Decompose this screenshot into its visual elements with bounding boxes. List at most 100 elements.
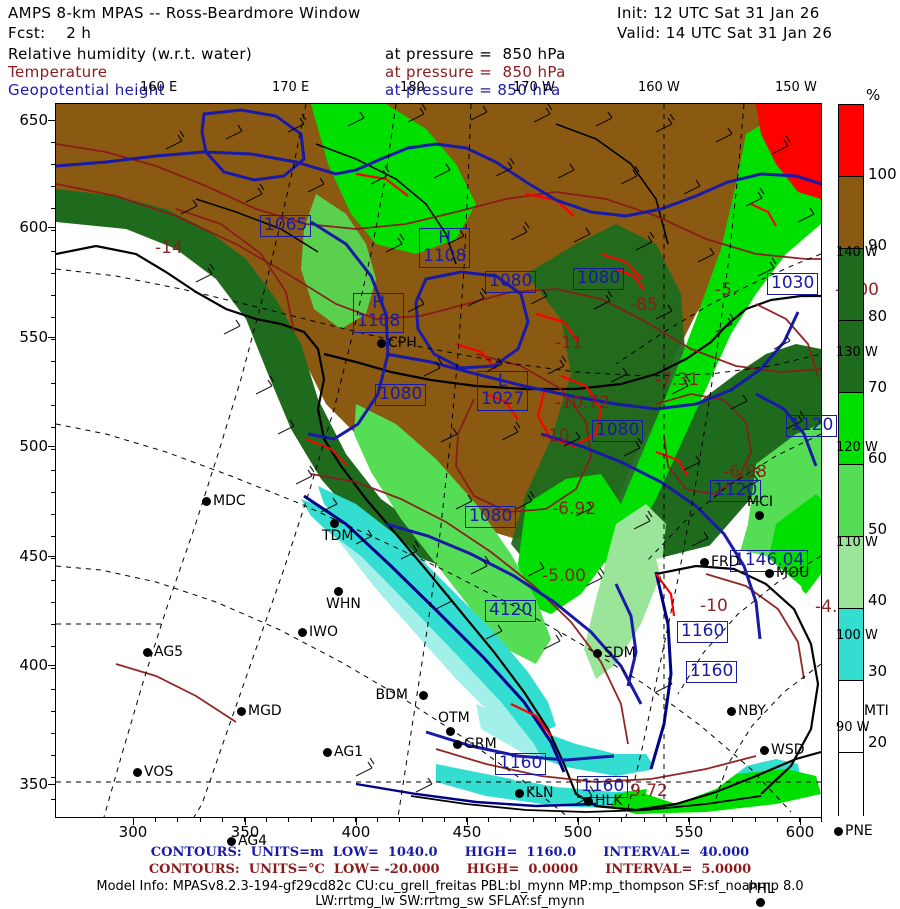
x-minor-tick bbox=[754, 818, 756, 822]
field-rh-level: at pressure = 850 hPa bbox=[385, 45, 566, 63]
contour-value-1108: H 1108 bbox=[419, 228, 471, 268]
x-minor-tick bbox=[399, 818, 401, 822]
contour-value-1080: 1080 bbox=[465, 506, 517, 528]
contour-value-1120: 1120 bbox=[786, 415, 838, 437]
contour-value-text: 1146.04 bbox=[734, 550, 805, 570]
x-tick-350: 350 bbox=[230, 823, 260, 841]
contour-value-1080: 1080 bbox=[592, 420, 644, 442]
y-minor-tick bbox=[51, 295, 55, 297]
temp-value-label: -10.72 bbox=[555, 393, 610, 413]
contour-value-text: 1120 bbox=[714, 480, 758, 500]
lat-label-0: 140 W bbox=[836, 245, 878, 260]
lon-label-5: 150 W bbox=[775, 80, 817, 95]
colorbar-label-30: 30 bbox=[868, 662, 888, 680]
lon-label-2: 180 bbox=[400, 80, 425, 95]
colorbar[interactable] bbox=[838, 104, 864, 824]
colorbar-band-40-50 bbox=[839, 536, 863, 608]
x-tick-mark bbox=[467, 818, 468, 825]
pressure-center-marker: L bbox=[497, 371, 508, 391]
x-minor-tick bbox=[821, 818, 823, 822]
colorbar-title: % bbox=[866, 86, 881, 104]
x-tick-mark bbox=[245, 818, 246, 825]
y-minor-tick bbox=[51, 492, 55, 494]
temp-value-label: -5.00 bbox=[542, 566, 586, 586]
y-minor-tick bbox=[51, 667, 55, 669]
station-dot-icon bbox=[765, 569, 774, 578]
station-label: PHL bbox=[748, 881, 775, 897]
x-tick-300: 300 bbox=[118, 823, 148, 841]
x-minor-tick bbox=[799, 818, 800, 822]
x-tick-mark bbox=[356, 818, 357, 825]
contour-value-1160: 1160 bbox=[495, 753, 547, 775]
temp-value-label: -85 bbox=[630, 295, 658, 315]
x-tick-500: 500 bbox=[563, 823, 593, 841]
station-dot-icon bbox=[700, 558, 709, 567]
contour-value-text: 1120 bbox=[790, 415, 834, 435]
map-plot-area[interactable]: Temperature bbox=[55, 103, 822, 818]
y-minor-tick bbox=[51, 120, 55, 121]
y-minor-tick bbox=[51, 317, 55, 319]
x-minor-tick bbox=[310, 818, 312, 822]
contour-value-text: 1065 bbox=[264, 215, 308, 235]
station-dot-icon bbox=[515, 789, 524, 798]
colorbar-band-60-70 bbox=[839, 392, 863, 464]
model-info-line1: Model Info: MPASv8.2.3-194-gf29cd82c CU:… bbox=[96, 879, 804, 894]
y-tick-650: 650 bbox=[19, 111, 48, 129]
x-minor-tick bbox=[510, 818, 512, 822]
station-dot-icon bbox=[323, 748, 332, 757]
x-minor-tick bbox=[688, 818, 689, 822]
station-label: GRM bbox=[464, 736, 497, 752]
x-minor-tick bbox=[199, 818, 201, 822]
station-label: PNE bbox=[845, 823, 873, 839]
contour-value-text: 1160 bbox=[499, 753, 543, 773]
contour-value-text: 1027 bbox=[481, 388, 525, 409]
model-title: AMPS 8-km MPAS -- Ross-Beardmore Window bbox=[8, 4, 361, 22]
station-dot-icon bbox=[727, 707, 736, 716]
y-minor-tick bbox=[51, 426, 55, 428]
y-minor-tick bbox=[51, 382, 55, 384]
station-label: MOU bbox=[776, 565, 810, 581]
temp-value-label: -11 bbox=[555, 333, 583, 353]
contour-value-text: 1080 bbox=[469, 506, 513, 526]
station-label: CPH bbox=[388, 335, 417, 351]
x-minor-tick bbox=[488, 818, 490, 822]
x-minor-tick bbox=[621, 818, 623, 822]
colorbar-label-70: 70 bbox=[868, 378, 888, 396]
x-minor-tick bbox=[643, 818, 645, 822]
station-label: TDM bbox=[322, 528, 354, 544]
colorbar-label-40: 40 bbox=[868, 591, 888, 609]
y-minor-tick bbox=[51, 141, 55, 143]
y-minor-tick bbox=[51, 711, 55, 713]
station-dot-icon bbox=[227, 837, 236, 846]
station-dot-icon bbox=[330, 519, 339, 528]
temp-value-label: 9.72 bbox=[630, 781, 668, 801]
lon-label-4: 160 W bbox=[638, 80, 680, 95]
header: AMPS 8-km MPAS -- Ross-Beardmore Window … bbox=[0, 0, 900, 99]
station-label: VOS bbox=[144, 764, 174, 780]
station-label: NBY bbox=[738, 703, 766, 719]
x-tick-550: 550 bbox=[674, 823, 704, 841]
x-minor-tick bbox=[599, 818, 601, 822]
contour-value-text: 1030 bbox=[771, 273, 815, 293]
station-label: BDM bbox=[375, 687, 408, 703]
x-minor-tick bbox=[577, 818, 578, 822]
temp-value-label: -10 bbox=[700, 596, 728, 616]
colorbar-band-50-60 bbox=[839, 464, 863, 536]
station-label: MGD bbox=[248, 703, 282, 719]
colorbar-band-100+ bbox=[839, 105, 863, 176]
station-label: MDC bbox=[213, 493, 246, 509]
contour-value-text: 1080 bbox=[379, 384, 423, 404]
x-tick-600: 600 bbox=[785, 823, 815, 841]
x-minor-tick bbox=[421, 818, 423, 822]
station-dot-icon bbox=[584, 797, 593, 806]
y-minor-tick bbox=[51, 623, 55, 625]
x-tick-450: 450 bbox=[452, 823, 482, 841]
y-minor-tick bbox=[51, 645, 55, 647]
x-tick-mark bbox=[689, 818, 690, 825]
y-tick-mark bbox=[48, 665, 55, 666]
station-dot-icon bbox=[419, 691, 428, 700]
x-tick-mark bbox=[578, 818, 579, 825]
station-dot-icon bbox=[453, 740, 462, 749]
station-dot-icon bbox=[755, 511, 764, 520]
pressure-center-marker: H bbox=[438, 228, 452, 248]
